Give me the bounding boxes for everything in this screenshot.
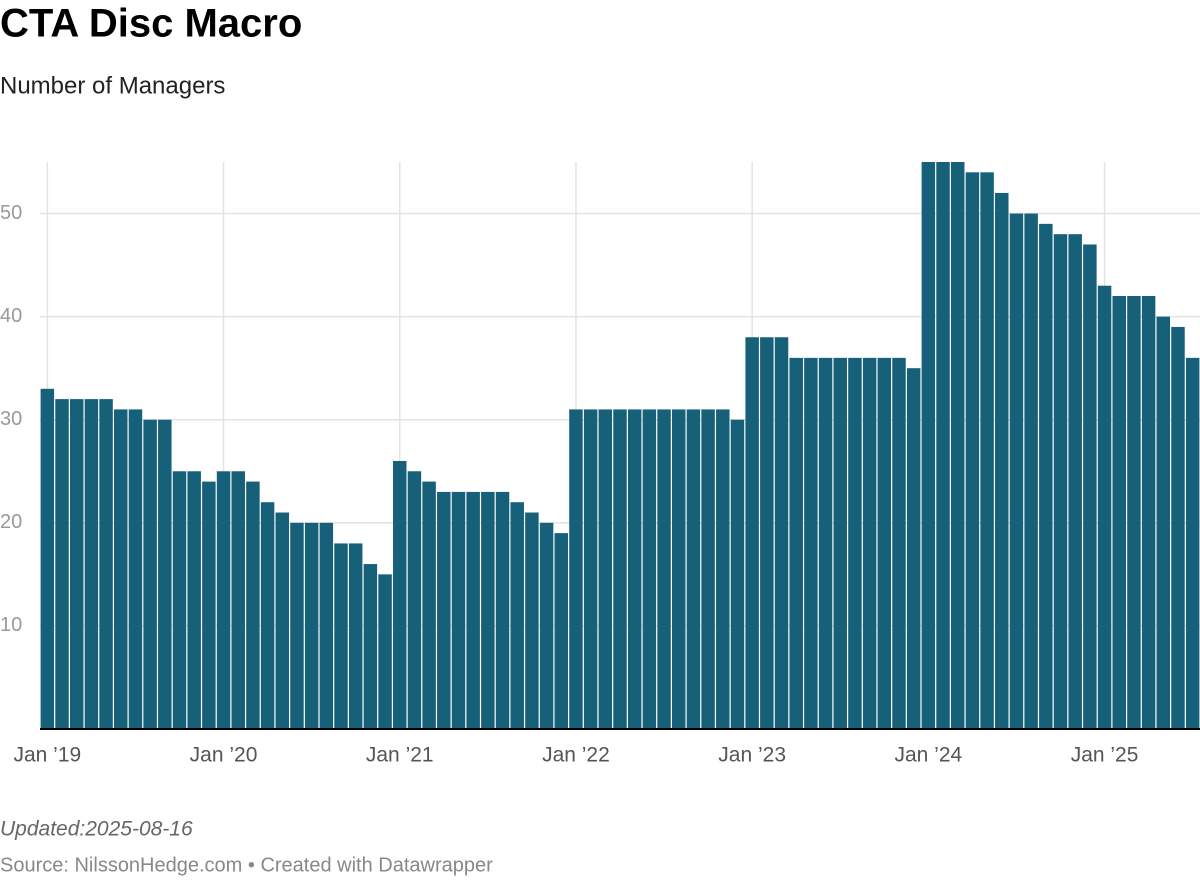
y-tick-label: 50 xyxy=(0,202,22,224)
x-tick-label: Jan ’20 xyxy=(190,744,258,767)
bar xyxy=(980,172,994,730)
bar xyxy=(1068,234,1082,729)
bar xyxy=(334,543,348,729)
bar xyxy=(627,409,642,729)
x-tick-label: Jan ’23 xyxy=(718,744,786,767)
bar xyxy=(804,357,818,729)
bar xyxy=(172,471,187,729)
bar xyxy=(1156,316,1171,729)
bar xyxy=(1141,296,1156,729)
bar xyxy=(1171,326,1185,729)
bar xyxy=(877,357,892,729)
x-tick-label: Jan ’21 xyxy=(366,744,434,767)
bar xyxy=(40,388,55,729)
bar xyxy=(202,481,216,729)
bar xyxy=(833,357,847,729)
bar xyxy=(246,481,260,729)
y-tick-label: 30 xyxy=(0,408,22,430)
bar xyxy=(789,357,803,729)
bar xyxy=(69,399,84,729)
bar xyxy=(848,357,862,729)
bar xyxy=(1083,244,1097,730)
bar xyxy=(158,419,172,729)
bar xyxy=(1039,223,1053,729)
note: Updated:2025-08-16 xyxy=(0,818,193,841)
bar xyxy=(216,471,231,729)
bar xyxy=(774,337,789,729)
bar xyxy=(716,409,730,729)
bar xyxy=(701,409,715,729)
bar xyxy=(642,409,657,729)
bar xyxy=(921,162,936,729)
bar xyxy=(525,512,539,729)
bar xyxy=(569,409,583,729)
bar xyxy=(407,471,422,729)
source: Source: NilssonHedge.com • Created with … xyxy=(0,854,493,876)
bar xyxy=(290,522,304,729)
bar xyxy=(55,399,69,729)
bar xyxy=(84,399,99,729)
bar xyxy=(995,192,1009,730)
x-tick-label: Jan ’24 xyxy=(894,744,962,767)
bar xyxy=(304,522,319,729)
bar xyxy=(1053,234,1068,729)
bar xyxy=(451,491,466,729)
bar xyxy=(862,357,877,729)
bar xyxy=(1185,357,1200,729)
chart-title: CTA Disc Macro xyxy=(0,2,302,46)
bar xyxy=(437,491,451,729)
bar xyxy=(892,357,906,729)
bar xyxy=(965,172,980,730)
bar xyxy=(583,409,598,729)
x-tick-label: Jan ’22 xyxy=(542,744,610,767)
bar xyxy=(745,337,759,729)
bar xyxy=(378,574,392,729)
x-tick-label: Jan ’25 xyxy=(1071,744,1139,767)
bar xyxy=(466,491,480,729)
y-tick-label: 20 xyxy=(0,511,22,533)
bar xyxy=(1112,296,1126,729)
bar xyxy=(554,533,569,729)
bar xyxy=(950,162,965,729)
bar xyxy=(114,409,128,729)
bar xyxy=(598,409,613,729)
bar xyxy=(319,522,334,729)
bar xyxy=(128,409,143,729)
y-tick-label: 10 xyxy=(0,614,22,636)
bar xyxy=(143,419,157,729)
chart-subtitle: Number of Managers xyxy=(0,72,225,99)
bar xyxy=(760,337,774,729)
bar xyxy=(187,471,201,729)
bar xyxy=(730,419,745,729)
bar xyxy=(818,357,833,729)
bar xyxy=(539,522,554,729)
bar xyxy=(260,502,275,729)
x-tick-label: Jan ’19 xyxy=(13,744,81,767)
bar xyxy=(657,409,671,729)
y-tick-label: 40 xyxy=(0,305,22,327)
bar xyxy=(1009,213,1024,729)
bar xyxy=(348,543,363,729)
bar xyxy=(906,368,921,729)
bar xyxy=(231,471,245,729)
bar xyxy=(936,162,950,729)
bar xyxy=(1024,213,1038,729)
bar xyxy=(686,409,701,729)
bar xyxy=(510,502,524,729)
bar xyxy=(363,564,378,729)
bar xyxy=(422,481,436,729)
bar xyxy=(613,409,627,729)
bar xyxy=(99,399,113,729)
bar xyxy=(495,491,510,729)
bar xyxy=(275,512,290,729)
bar xyxy=(1127,296,1141,729)
bar xyxy=(1097,285,1112,729)
bar xyxy=(393,460,407,729)
bar xyxy=(481,491,495,729)
bar xyxy=(671,409,686,729)
